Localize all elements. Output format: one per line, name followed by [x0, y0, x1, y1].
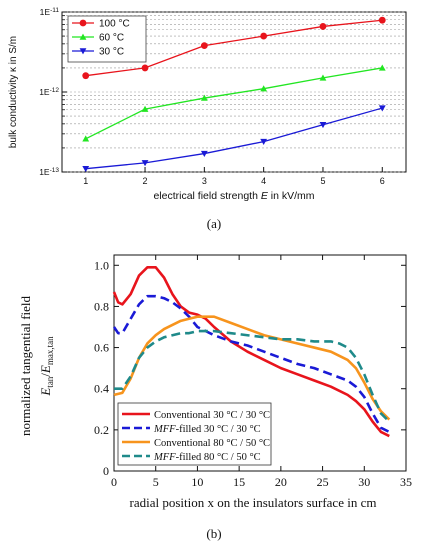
data-point [378, 16, 386, 24]
chart-b-x-tick-label: 20 [275, 475, 287, 489]
chart-a-x-tick-label: 2 [143, 176, 148, 186]
chart-b: 0 5 10 15 20 25 30 35 0 0.2 0.4 0.6 0.8 1.0 Conventio… [18, 254, 412, 541]
legend-label: 100 °C [99, 19, 130, 30]
data-point [319, 121, 327, 129]
data-point [141, 64, 149, 72]
chart-a-y-axis-label: bulk conductivity κ in S/m [8, 36, 19, 148]
legend-item-conventional-30-c-30-c: Conventional 30 °C / 30 °C [122, 410, 270, 421]
series-100-c [82, 16, 386, 80]
chart-b-y-axis-label-line2: Etan/Emax,tan [38, 336, 55, 397]
chart-a: 1E-13 1E-12 1E-11 1 2 3 4 5 6 100 °C 60 °C 30 °C e… [8, 7, 407, 231]
legend-label: MFF-filled 80 °C / 50 °C [153, 452, 261, 463]
data-point [378, 64, 386, 71]
chart-b-y-tick-label: 0.8 [94, 299, 109, 313]
data-point [141, 105, 149, 112]
series-conventional-30-c-30-c [112, 266, 390, 438]
series-line [85, 107, 383, 170]
data-point [82, 72, 90, 80]
data-point [141, 160, 149, 167]
panel-b-caption: (b) [206, 526, 221, 541]
chart-a-x-tick-label: 4 [261, 176, 266, 186]
chart-b-y-axis-label-line1: normalized tangential field [18, 295, 33, 436]
panel-a-caption: (a) [207, 216, 221, 231]
chart-b-y-tick-label: 0.6 [94, 341, 109, 355]
data-point [260, 32, 268, 40]
chart-a-x-tick-label: 6 [380, 176, 385, 186]
chart-a-x-tick-label: 1 [83, 176, 88, 186]
data-point [260, 85, 268, 92]
data-point [319, 23, 327, 30]
chart-b-x-tick-label: 0 [111, 475, 117, 489]
legend-item-60-c: 60 °C [72, 33, 124, 44]
legend-label: 30 °C [99, 47, 124, 58]
legend-label: Conventional 80 °C / 50 °C [154, 438, 270, 449]
chart-a-y-tick-label: 1E-11 [40, 7, 60, 17]
chart-b-y-tick-label: 0 [103, 464, 109, 478]
legend-marker [79, 19, 87, 27]
series-line [85, 67, 383, 140]
chart-a-y-tick-label: 1E-12 [39, 87, 59, 97]
legend-item-30-c: 30 °C [72, 47, 124, 58]
legend-item-mff-filled-80-c-50-c: MFF-filled 80 °C / 50 °C [122, 452, 261, 463]
chart-b-x-tick-label: 5 [153, 475, 159, 489]
legend-label: MFF-filled 30 °C / 30 °C [153, 424, 261, 435]
chart-b-legend: Conventional 30 °C / 30 °C MFF-filled 30 … [117, 402, 272, 466]
series-line [85, 19, 383, 77]
series-conventional-80-c-50-c [113, 315, 391, 421]
series-30-c [82, 105, 386, 173]
legend-label: 60 °C [99, 33, 124, 44]
chart-b-y-tick-label: 1.0 [94, 258, 109, 272]
chart-b-y-tick-label: 0.4 [94, 382, 109, 396]
data-point [319, 74, 327, 81]
chart-b-series [112, 266, 391, 438]
chart-a-x-tick-label: 5 [320, 176, 325, 186]
chart-b-x-axis-label: radial position x on the insulators surf… [130, 495, 377, 510]
data-point [378, 105, 386, 112]
legend-label: Conventional 30 °C / 30 °C [154, 410, 270, 421]
chart-b-y-tick-label: 0.2 [94, 423, 109, 437]
chart-a-legend: 100 °C 60 °C 30 °C [67, 15, 147, 63]
chart-b-x-tick-label: 30 [358, 475, 370, 489]
legend-marker [79, 48, 87, 55]
data-point [82, 165, 90, 173]
chart-a-x-axis-label: electrical field strength E in kV/mm [153, 190, 314, 202]
chart-b-x-tick-label: 15 [233, 475, 245, 489]
chart-b-x-tick-label: 10 [191, 475, 203, 489]
data-point [200, 94, 208, 101]
series-mff-filled-80-c-50-c [114, 329, 391, 423]
legend-item-conventional-80-c-50-c: Conventional 80 °C / 50 °C [122, 438, 270, 449]
chart-a-y-tick-label: 1E-13 [39, 167, 59, 177]
chart-b-ticks: 0 5 10 15 20 25 30 35 0 0.2 0.4 0.6 0.8 1.0 [94, 255, 412, 489]
chart-b-x-tick-label: 35 [400, 475, 412, 489]
chart-a-x-tick-label: 3 [202, 176, 207, 186]
chart-a-series [82, 16, 386, 173]
legend-item-mff-filled-30-c-30-c: MFF-filled 30 °C / 30 °C [122, 424, 261, 435]
legend-item-100-c: 100 °C [72, 19, 130, 30]
series-60-c [82, 64, 386, 142]
data-point [260, 138, 268, 145]
data-point [82, 135, 90, 142]
data-point [200, 42, 208, 50]
series-mff-filled-30-c-30-c [112, 294, 390, 434]
chart-b-x-tick-label: 25 [317, 475, 329, 489]
data-point [200, 150, 208, 157]
legend-marker [79, 33, 87, 40]
